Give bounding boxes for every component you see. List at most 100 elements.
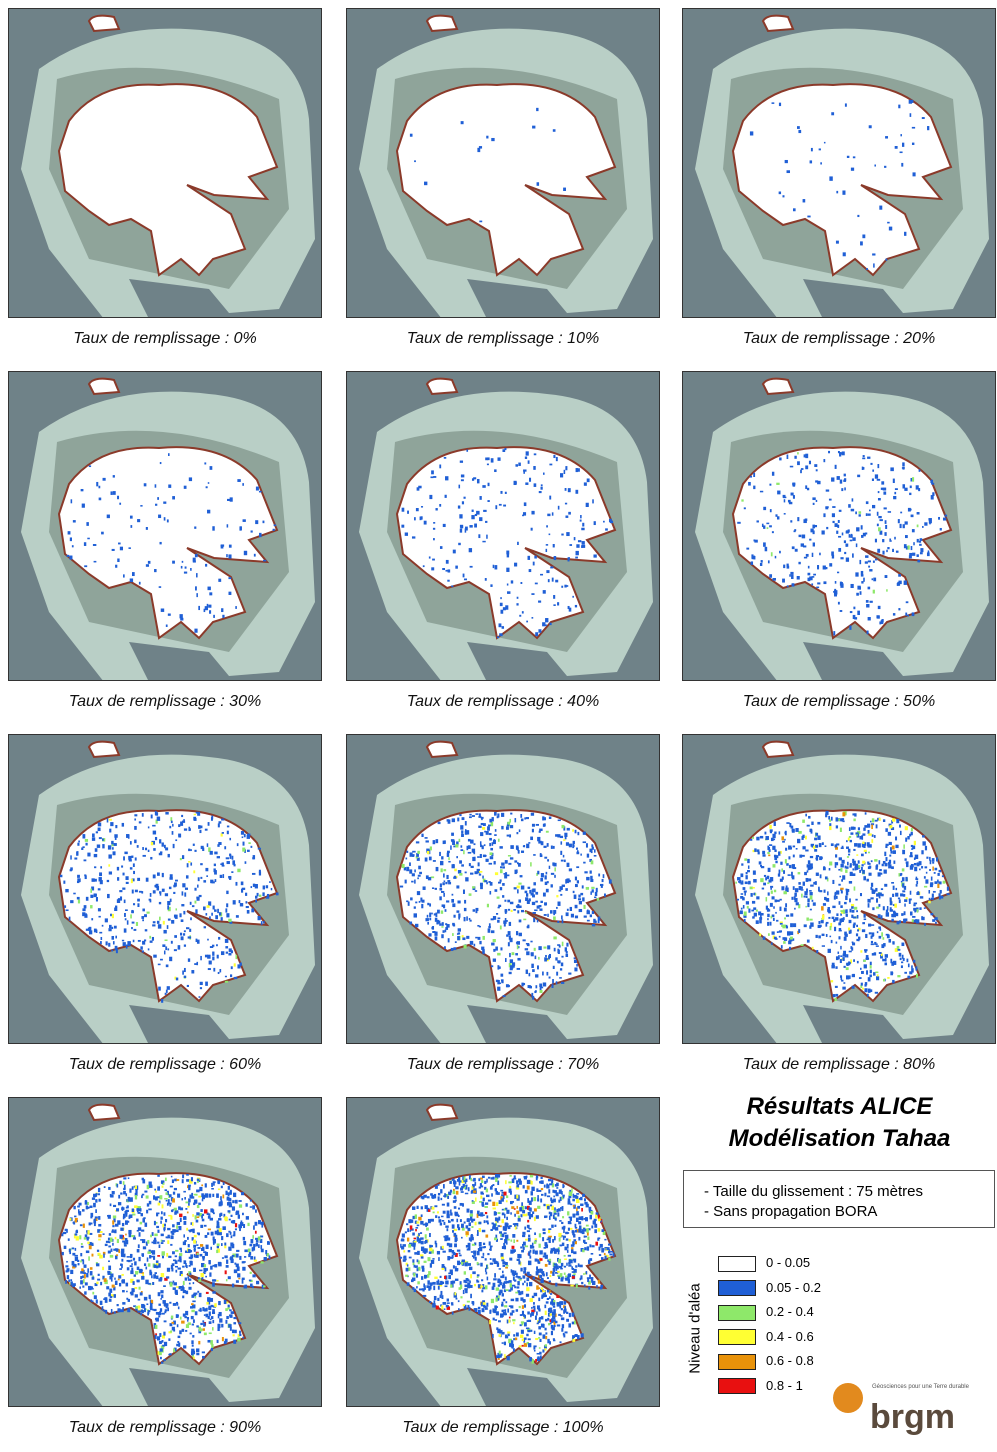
hazard-cell (769, 525, 772, 527)
hazard-cell (127, 1267, 130, 1270)
hazard-cell (235, 1228, 237, 1230)
hazard-cell (122, 940, 124, 942)
hazard-cell (483, 951, 485, 954)
hazard-cell (591, 860, 594, 864)
hazard-cell (141, 1276, 144, 1280)
hazard-cell (926, 857, 928, 859)
hazard-cell (134, 929, 137, 931)
hazard-cell (239, 1331, 241, 1334)
hazard-cell (148, 1310, 151, 1312)
hazard-cell (849, 836, 851, 838)
hazard-cell (149, 936, 151, 939)
hazard-cell (502, 866, 505, 868)
hazard-cell (844, 487, 846, 490)
hazard-cell (882, 959, 885, 962)
hazard-cell (205, 1183, 207, 1187)
hazard-cell (144, 1297, 147, 1301)
hazard-cell (159, 839, 161, 843)
hazard-cell (834, 593, 837, 596)
hazard-cell (573, 891, 575, 893)
hazard-cell (217, 909, 219, 913)
hazard-cell (403, 1259, 406, 1262)
hazard-cell (774, 937, 777, 940)
hazard-cell (138, 940, 141, 942)
hazard-cell (531, 511, 534, 515)
hazard-cell (208, 605, 211, 608)
hazard-cell (899, 899, 901, 903)
hazard-cell (767, 527, 769, 529)
hazard-cell (483, 1198, 485, 1202)
hazard-cell (507, 1320, 509, 1324)
hazard-cell (238, 1200, 241, 1202)
hazard-cell (905, 613, 907, 616)
hazard-cell (492, 842, 494, 846)
hazard-cell (498, 917, 501, 919)
hazard-cell (833, 631, 835, 635)
hazard-cell (225, 1320, 227, 1324)
hazard-cell (909, 900, 911, 904)
hazard-cell (177, 1222, 180, 1225)
hazard-cell (777, 516, 779, 519)
hazard-cell (204, 462, 206, 464)
hazard-cell (904, 904, 906, 907)
hazard-cell (131, 856, 133, 858)
hazard-cell (809, 461, 811, 465)
hazard-cell (468, 852, 471, 854)
hazard-cell (482, 541, 485, 543)
hazard-cell (567, 828, 570, 831)
hazard-cell (836, 956, 838, 960)
hazard-cell (532, 617, 534, 619)
hazard-cell (552, 979, 554, 983)
hazard-cell (776, 483, 779, 485)
hazard-cell (158, 515, 161, 518)
hazard-cell (225, 1308, 228, 1311)
hazard-cell (192, 1300, 195, 1302)
hazard-cell (206, 1308, 208, 1312)
hazard-cell (204, 1225, 207, 1227)
hazard-cell (249, 1280, 251, 1282)
hazard-cell (175, 1292, 178, 1295)
hazard-cell (427, 903, 429, 905)
hazard-cell (447, 580, 449, 582)
hazard-cell (467, 846, 469, 850)
hazard-cell (208, 968, 211, 970)
hazard-cell (754, 540, 757, 543)
hazard-cell (196, 1348, 199, 1352)
hazard-cell (433, 840, 436, 844)
hazard-cell (546, 544, 548, 546)
hazard-cell (457, 1250, 460, 1252)
hazard-cell (886, 934, 889, 936)
hazard-cell (157, 1186, 160, 1190)
hazard-cell (210, 1298, 213, 1302)
hazard-cell (779, 191, 781, 194)
hazard-cell (525, 1206, 527, 1209)
hazard-cell (843, 982, 845, 984)
hazard-cell (769, 922, 771, 926)
hazard-cell (421, 904, 423, 908)
hazard-cell (801, 889, 804, 891)
hazard-cell (489, 833, 492, 835)
hazard-cell (134, 1261, 136, 1265)
hazard-cell (269, 881, 271, 883)
hazard-cell (432, 1258, 434, 1260)
hazard-cell (493, 916, 496, 920)
hazard-cell (769, 484, 771, 486)
hazard-cell (525, 1239, 528, 1241)
hazard-cell (119, 1181, 121, 1184)
hazard-cell (441, 1216, 443, 1218)
hazard-cell (851, 168, 854, 171)
hazard-cell (69, 917, 71, 921)
hazard-cell (506, 1265, 509, 1267)
hazard-cell (440, 883, 442, 887)
hazard-cell (565, 1232, 568, 1234)
hazard-cell (600, 884, 603, 886)
hazard-cell (131, 1263, 133, 1265)
hazard-cell (575, 490, 578, 494)
hazard-cell (196, 1212, 199, 1215)
hazard-cell (115, 565, 117, 568)
hazard-cell (499, 623, 502, 627)
hazard-cell (876, 824, 878, 828)
hazard-cell (100, 941, 102, 944)
hazard-cell (546, 1272, 548, 1276)
hazard-cell (95, 848, 98, 852)
